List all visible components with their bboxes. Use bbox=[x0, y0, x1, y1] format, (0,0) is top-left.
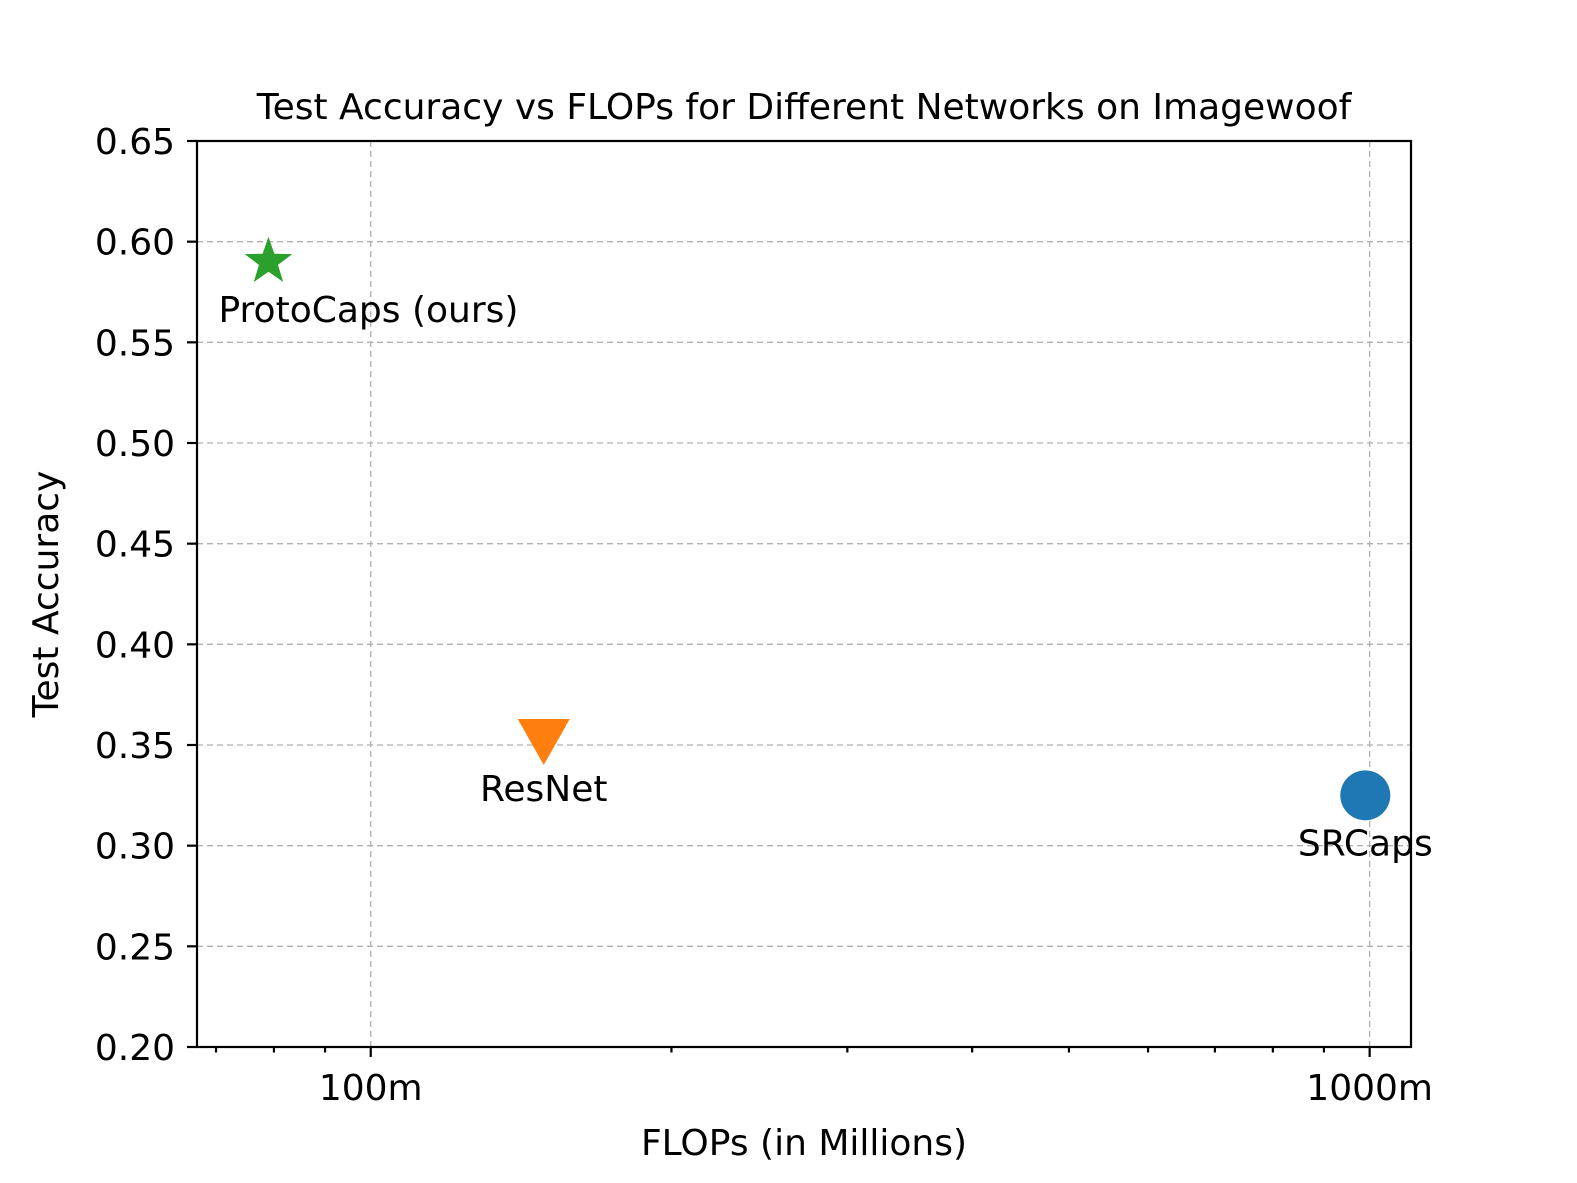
x-tick-label: 100m bbox=[319, 1068, 423, 1109]
y-tick-label: 0.30 bbox=[95, 827, 175, 868]
y-tick-label: 0.35 bbox=[95, 726, 175, 767]
chart-title: Test Accuracy vs FLOPs for Different Net… bbox=[256, 87, 1353, 128]
plot-frame bbox=[195, 139, 1413, 1049]
point-srcaps bbox=[1340, 770, 1391, 821]
point-layer: ProtoCaps (ours) ResNet SRCaps bbox=[218, 236, 1433, 864]
point-protocaps-ours bbox=[244, 236, 293, 283]
y-tick-label: 0.45 bbox=[95, 525, 175, 566]
y-tick-label: 0.55 bbox=[95, 323, 175, 364]
y-axis-label: Test Accuracy bbox=[26, 471, 67, 719]
point-label-protocaps-ours: ProtoCaps (ours) bbox=[218, 290, 518, 331]
x-tick-label: 1000m bbox=[1306, 1068, 1433, 1109]
point-label-resnet: ResNet bbox=[480, 769, 608, 810]
y-tick-label: 0.60 bbox=[95, 223, 175, 264]
point-label-srcaps: SRCaps bbox=[1298, 823, 1433, 864]
tick-layer: 0.20 0.25 0.30 0.35 0.40 0.45 0.50 0.55 0.60 0.65… bbox=[95, 122, 1433, 1109]
point-resnet bbox=[517, 718, 570, 765]
grid-layer bbox=[197, 141, 1411, 1047]
y-tick-label: 0.25 bbox=[95, 927, 175, 968]
y-tick-label: 0.65 bbox=[95, 122, 175, 163]
y-tick-label: 0.40 bbox=[95, 625, 175, 666]
y-tick-label: 0.20 bbox=[95, 1028, 175, 1069]
x-axis-label: FLOPs (in Millions) bbox=[641, 1123, 967, 1164]
y-tick-label: 0.50 bbox=[95, 424, 175, 465]
